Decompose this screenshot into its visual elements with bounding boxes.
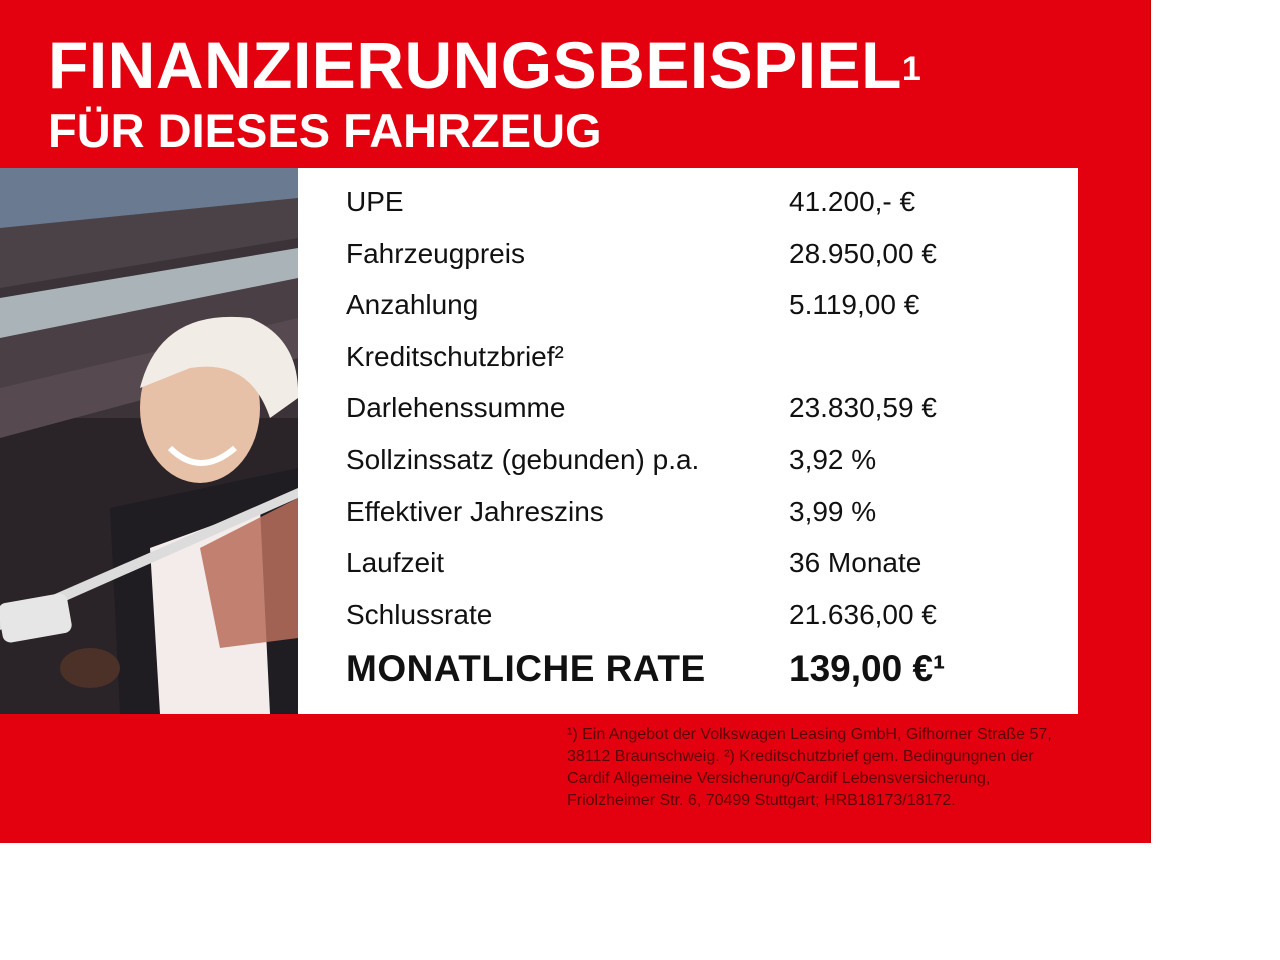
row-label: Laufzeit [346, 547, 445, 578]
row-value: 21.636,00 € [789, 599, 937, 630]
row-value: 23.830,59 € [789, 392, 937, 423]
row-label: Effektiver Jahreszins [346, 496, 604, 527]
row-label: Schlussrate [346, 599, 493, 630]
financing-banner: FINANZIERUNGSBEISPIEL1 FÜR DIESES FAHRZE… [0, 0, 1151, 843]
row-label: Sollzinssatz (gebunden) p.a. [346, 444, 700, 475]
row-value: 3,99 % [789, 496, 877, 527]
total-value: 139,00 €¹ [789, 648, 946, 689]
row-value: 36 Monate [789, 547, 922, 578]
row-label: Darlehenssumme [346, 392, 566, 423]
financing-table: UPE 41.200,- € Fahrzeugpreis 28.950,00 € A… [298, 168, 1078, 714]
row-label: Kreditschutzbrief² [346, 341, 564, 372]
page-subtitle: FÜR DIESES FAHRZEUG [48, 104, 602, 157]
total-label: MONATLICHE RATE [346, 648, 706, 689]
row-label: Anzahlung [346, 289, 479, 320]
footnote: ¹) Ein Angebot der Volkswagen Leasing Gm… [567, 726, 1052, 809]
row-label: Fahrzeugpreis [346, 238, 525, 269]
row-value: 5.119,00 € [789, 289, 920, 320]
woman-in-car-photo [0, 168, 298, 714]
row-value: 28.950,00 € [789, 238, 937, 269]
row-label: UPE [346, 186, 404, 217]
row-value: 3,92 % [789, 444, 877, 475]
row-value: 41.200,- € [789, 186, 916, 217]
title-footnote-marker: 1 [901, 50, 922, 88]
title-text: FINANZIERUNGSBEISPIEL [48, 28, 902, 102]
page-title: FINANZIERUNGSBEISPIEL1 [48, 30, 921, 100]
